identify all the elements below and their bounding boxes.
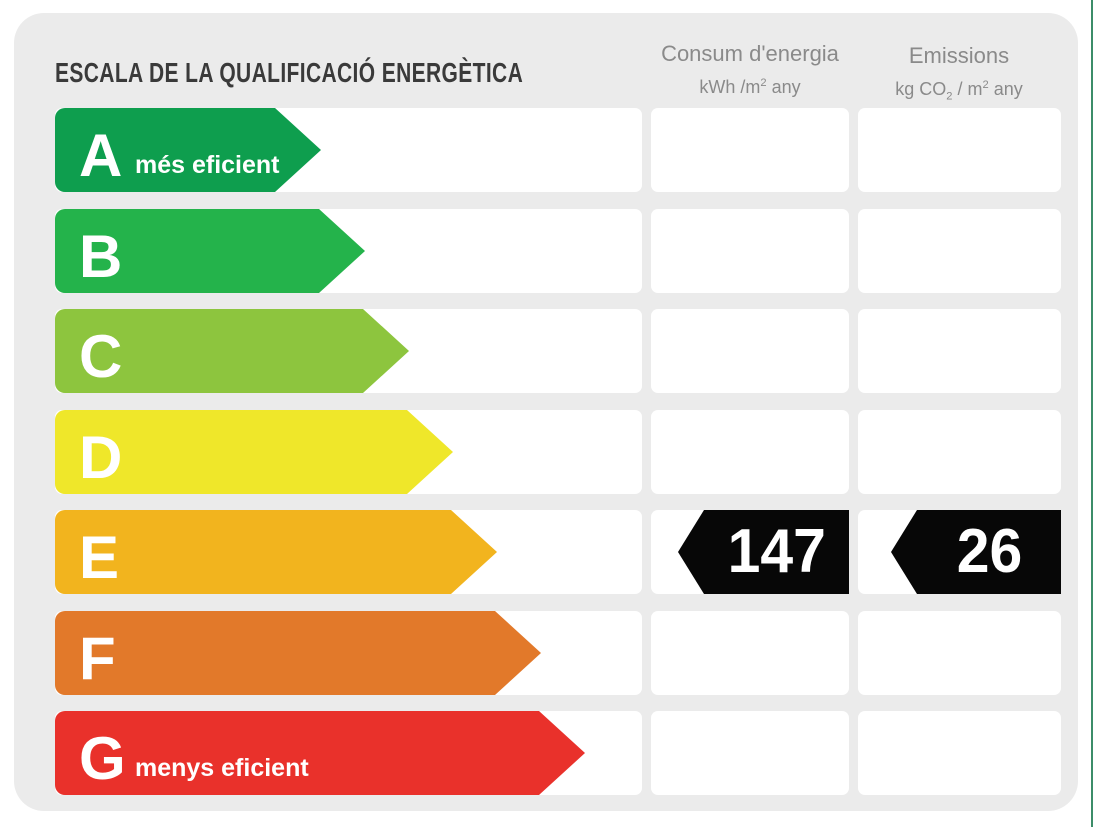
consumption-column-header: Consum d'energia kWh /m2 any [631,41,869,99]
energy-scale-panel: ESCALA DE LA QUALIFICACIÓ ENERGÈTICA Con… [14,13,1078,811]
emissions-header-title: Emissions [908,43,1010,68]
consumption-cell-b [651,209,849,293]
emissions-cell-a [858,108,1061,192]
rating-arrow-f: F [55,611,541,695]
page-title: ESCALA DE LA QUALIFICACIÓ ENERGÈTICA [55,57,524,88]
rating-arrow-d: D [55,410,453,494]
consumption-value-badge: 147 [678,510,849,594]
rating-row-d: D [14,410,1095,494]
efficiency-note-a: més eficient [135,151,280,179]
rating-row-a: A més eficient [14,108,1095,192]
grade-letter-g: G [79,725,126,792]
consumption-cell-a [651,108,849,192]
emissions-column-header: Emissions kg CO2 / m2 any [836,43,1082,109]
emissions-cell-d [858,410,1061,494]
consumption-cell-c [651,309,849,393]
efficiency-note-g: menys eficient [135,754,309,782]
grade-letter-c: C [79,323,123,390]
grade-letter-a: A [79,122,123,189]
rating-arrow-e: E [55,510,497,594]
emissions-cell-g [858,711,1061,795]
grade-letter-f: F [79,625,116,692]
rating-row-f: F [14,611,1095,695]
rating-arrow-c: C [55,309,409,393]
rating-row-b: B [14,209,1095,293]
rating-arrow-b: B [55,209,365,293]
rating-row-g: G menys eficient [14,711,1095,795]
consumption-cell-f [651,611,849,695]
rating-row-e: E 147 26 [14,510,1095,594]
emissions-cell-c [858,309,1061,393]
emissions-value: 26 [956,517,1022,586]
consumption-header-title: Consum d'energia [661,41,839,66]
emissions-value-badge: 26 [891,510,1061,594]
grade-letter-e: E [79,524,120,591]
consumption-value: 147 [727,517,826,586]
emissions-cell-f [858,611,1061,695]
grade-letter-d: D [79,424,123,491]
rating-arrow-a: A més eficient [55,108,321,192]
consumption-cell-g [651,711,849,795]
right-edge-accent-line [1091,0,1093,827]
consumption-header-unit: kWh /m2 any [699,77,801,97]
emissions-header-unit: kg CO2 / m2 any [895,79,1023,103]
rating-arrow-g: G menys eficient [55,711,585,795]
emissions-cell-b [858,209,1061,293]
rating-row-c: C [14,309,1095,393]
consumption-cell-d [651,410,849,494]
grade-letter-b: B [79,223,123,290]
